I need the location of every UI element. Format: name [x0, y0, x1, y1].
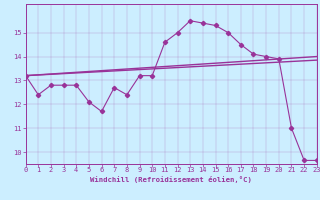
- X-axis label: Windchill (Refroidissement éolien,°C): Windchill (Refroidissement éolien,°C): [90, 176, 252, 183]
